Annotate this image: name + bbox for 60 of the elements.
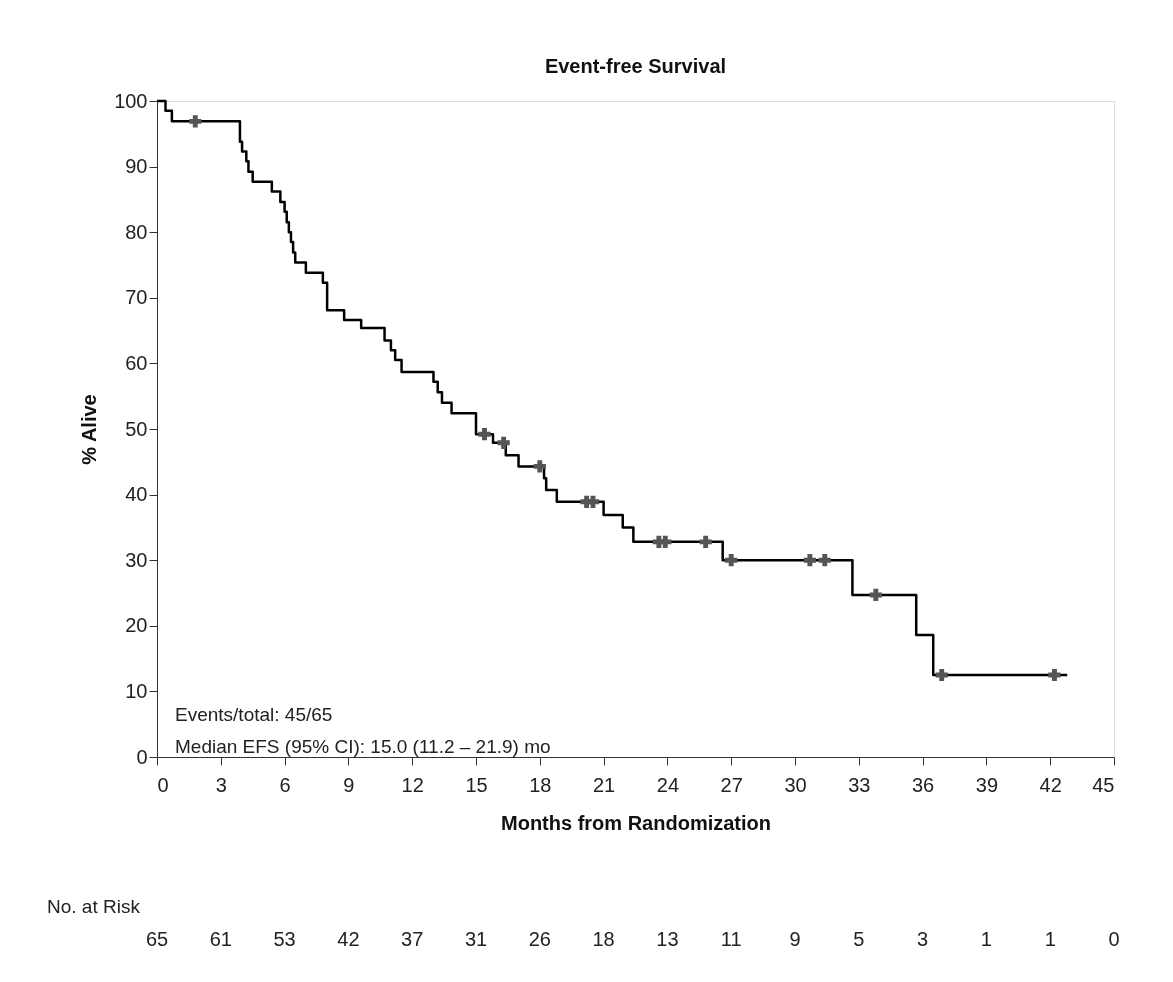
text: 18 (592, 928, 615, 950)
x-tick-label: 15 (465, 773, 488, 796)
text: 3 (917, 928, 929, 950)
x-tick-label: 6 (279, 773, 291, 796)
x-tick-label: 36 (911, 773, 935, 796)
y-tick-label: 100 (114, 89, 148, 112)
y-tick-label: 30 (125, 548, 148, 571)
x-tick-label: 21 (592, 773, 616, 796)
y-tick-label: 10 (125, 679, 148, 702)
text: 1 (980, 928, 992, 950)
point (803, 554, 817, 567)
text: 1 (1044, 928, 1056, 950)
text: 0 (1108, 928, 1120, 950)
x-tick-label: 3 (215, 773, 227, 796)
chart-title: Event-free Survival (544, 55, 727, 77)
text: 11 (720, 928, 742, 950)
x-tick-label: 18 (529, 773, 552, 796)
point (699, 535, 712, 548)
point (478, 428, 491, 441)
annotation: Median EFS (95% CI): 15.0 (11.2 – 21.9) mo (175, 736, 551, 757)
point (189, 115, 202, 128)
point (497, 436, 510, 449)
text: 5 (853, 928, 865, 950)
x-tick-label: 0 (157, 773, 169, 796)
x-tick-label: 24 (656, 773, 680, 796)
x-tick-label: 42 (1039, 773, 1062, 796)
y-axis-title: % Alive (78, 394, 101, 465)
text: 61 (209, 928, 232, 950)
x-tick-label: 27 (720, 773, 743, 796)
point (935, 668, 948, 682)
text: 31 (464, 928, 488, 950)
x-tick-label: 33 (848, 773, 871, 796)
point (533, 460, 546, 473)
y-tick-label: 40 (125, 483, 148, 506)
point (725, 554, 738, 567)
point (869, 588, 882, 602)
y-tick-label: 60 (125, 351, 148, 374)
y-tick-label: 80 (125, 220, 148, 243)
text: 13 (656, 928, 679, 950)
point (1048, 668, 1061, 682)
text: 37 (401, 928, 424, 950)
x-axis-title: Months from Randomization (501, 811, 771, 834)
y-tick-label: 0 (136, 745, 148, 768)
text: 53 (273, 928, 296, 950)
y-tick-label: 50 (125, 417, 148, 440)
text: 26 (528, 928, 551, 950)
text: 9 (789, 928, 801, 950)
x-tick-label: 45 (1092, 773, 1115, 796)
text: 65 (145, 928, 169, 950)
x-tick-label: 39 (975, 773, 999, 796)
point (818, 554, 831, 567)
text: No. at Risk (47, 896, 141, 917)
y-tick-label: 90 (125, 155, 148, 178)
text: 42 (337, 928, 360, 950)
y-tick-label: 20 (125, 614, 148, 637)
x-tick-label: 12 (401, 773, 424, 796)
x-tick-label: 30 (784, 773, 807, 796)
annotation: Events/total: 45/65 (175, 704, 333, 725)
x-tick-label: 9 (343, 773, 355, 796)
y-tick-label: 70 (125, 286, 148, 309)
